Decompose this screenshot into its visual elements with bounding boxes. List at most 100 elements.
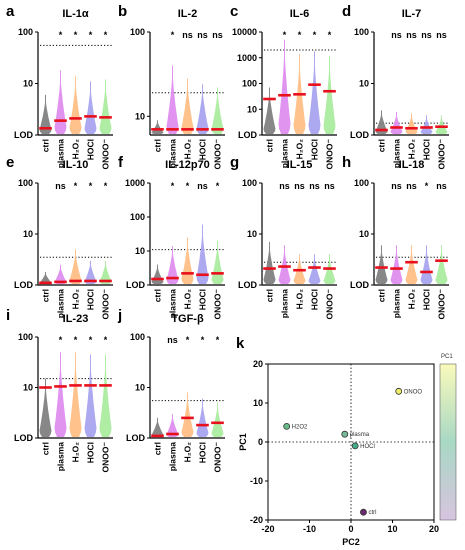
violin-1 <box>166 65 179 134</box>
category-label: HOCl <box>86 139 96 160</box>
significance-label: ns <box>406 181 417 191</box>
y-tick-label: 10 <box>253 398 263 408</box>
category-label: HOCl <box>86 289 96 310</box>
violin-2 <box>69 352 82 437</box>
y-tick-label: 10 <box>23 79 33 89</box>
category-label: ctrl <box>377 139 387 152</box>
significance-label: * <box>59 335 63 345</box>
significance-label: ns <box>421 30 432 40</box>
category-label: plasma <box>280 289 290 319</box>
y-tick-label: LOD <box>14 433 33 443</box>
x-tick-label: 10 <box>387 524 397 534</box>
panel-title: IL-1α <box>62 8 89 20</box>
significance-label: ns <box>55 181 66 191</box>
category-label: H₂O₂ <box>183 289 193 310</box>
category-label: ONOO⁻ <box>437 288 447 319</box>
y-tick-label: 100 <box>242 178 257 188</box>
significance-label: ns <box>212 30 223 40</box>
significance-label: ns <box>309 181 320 191</box>
point-onoo <box>395 387 403 395</box>
panel-title: IL-2 <box>178 8 198 20</box>
x-tick-label: 0 <box>348 524 353 534</box>
violin-0 <box>263 87 276 134</box>
panel-j: j TGF-β LOD 10 100 ctrl ns plasma * H₂O₂ * HOCl * ONO… <box>117 307 225 472</box>
violin-2 <box>181 78 194 134</box>
category-label: H₂O₂ <box>295 139 305 160</box>
y-tick-label: LOD <box>126 280 145 290</box>
y-tick-label: 10000 <box>232 27 257 37</box>
significance-label: ns <box>324 181 335 191</box>
panel-h: h IL-18 LOD 10 100 ctrl ns plasma ns H₂O₂ * HOCl ns O… <box>342 154 449 319</box>
category-label: plasma <box>56 442 66 472</box>
panel-k: k -20 -10 0 10 20 -20 -10 0 10 20 PC2 PC1 ONOO H2O2 pla… <box>236 335 457 547</box>
violin-3 <box>84 354 97 437</box>
category-label: ctrl <box>153 442 163 455</box>
significance-label: * <box>104 30 108 40</box>
violin-3 <box>308 254 321 284</box>
panel-b: b IL-2 10 100 ctrl * plasma ns H₂O₂ ns HOCl ns ONOO⁻ <box>118 3 225 169</box>
significance-label: * <box>216 181 220 191</box>
panel-title: TGF-β <box>171 313 204 325</box>
category-label: H₂O₂ <box>183 139 193 160</box>
y-tick-label: LOD <box>126 433 145 443</box>
significance-label: * <box>298 30 302 40</box>
category-label: ONOO⁻ <box>213 441 223 472</box>
violin-4 <box>435 245 448 284</box>
point-label: HOCl <box>360 444 375 450</box>
point-hocl <box>351 442 359 450</box>
category-label: ONOO⁻ <box>101 138 111 169</box>
violin-2 <box>69 76 82 134</box>
y-tick-label: 100 <box>242 79 257 89</box>
y-tick-label: 100 <box>130 332 145 342</box>
category-label: ctrl <box>41 442 51 455</box>
significance-label: * <box>171 181 175 191</box>
category-label: ctrl <box>265 139 275 152</box>
y-tick-label: LOD <box>14 130 33 140</box>
violin-0 <box>39 378 52 437</box>
significance-label: ns <box>197 30 208 40</box>
panel-title: IL-6 <box>290 8 310 20</box>
significance-label: * <box>89 335 93 345</box>
category-label: ctrl <box>153 289 163 302</box>
point-label: ctrl <box>368 510 376 516</box>
y-tick-label: LOD <box>238 130 257 140</box>
significance-label: ns <box>436 181 447 191</box>
point-ctrl <box>360 508 367 516</box>
y-tick-label: 100 <box>130 27 145 37</box>
violin-2 <box>181 392 194 437</box>
category-label: ctrl <box>265 289 275 302</box>
y-tick-label: 1000 <box>237 53 257 63</box>
significance-label: * <box>104 335 108 345</box>
panel-title: IL-7 <box>402 8 422 20</box>
y-tick-label: -20 <box>250 515 263 525</box>
violin-1 <box>54 70 67 134</box>
category-label: ONOO⁻ <box>213 138 223 169</box>
category-label: H₂O₂ <box>71 442 81 463</box>
colorbar <box>439 363 457 521</box>
point-h2o2 <box>283 422 291 430</box>
panel-letter: d <box>342 3 351 20</box>
violin-3 <box>420 115 433 134</box>
category-label: plasma <box>168 139 178 169</box>
y-tick-label: LOD <box>238 280 257 290</box>
violin-4 <box>435 115 448 134</box>
violin-0 <box>151 264 164 284</box>
category-label: H₂O₂ <box>407 139 417 160</box>
significance-label: * <box>89 181 93 191</box>
y-tick-label: 10 <box>23 383 33 393</box>
panel-c: c IL-6 LOD 10 100 1000 10000 ctrl * plasma * H₂O₂ * H… <box>230 3 337 169</box>
category-label: HOCl <box>86 442 96 463</box>
category-label: ONOO⁻ <box>325 138 335 169</box>
category-label: plasma <box>168 442 178 472</box>
violin-0 <box>151 120 164 134</box>
panel-letter: b <box>118 3 127 20</box>
y-tick-label: 10 <box>359 79 369 89</box>
panel-title: IL-10 <box>63 159 89 171</box>
category-label: HOCl <box>310 139 320 160</box>
y-tick-label: 10 <box>359 229 369 239</box>
panel-letter: k <box>236 335 245 352</box>
category-label: ctrl <box>153 139 163 152</box>
panel-title: IL-12p70 <box>165 159 210 171</box>
y-tick-label: 100 <box>354 178 369 188</box>
violin-2 <box>405 245 418 284</box>
